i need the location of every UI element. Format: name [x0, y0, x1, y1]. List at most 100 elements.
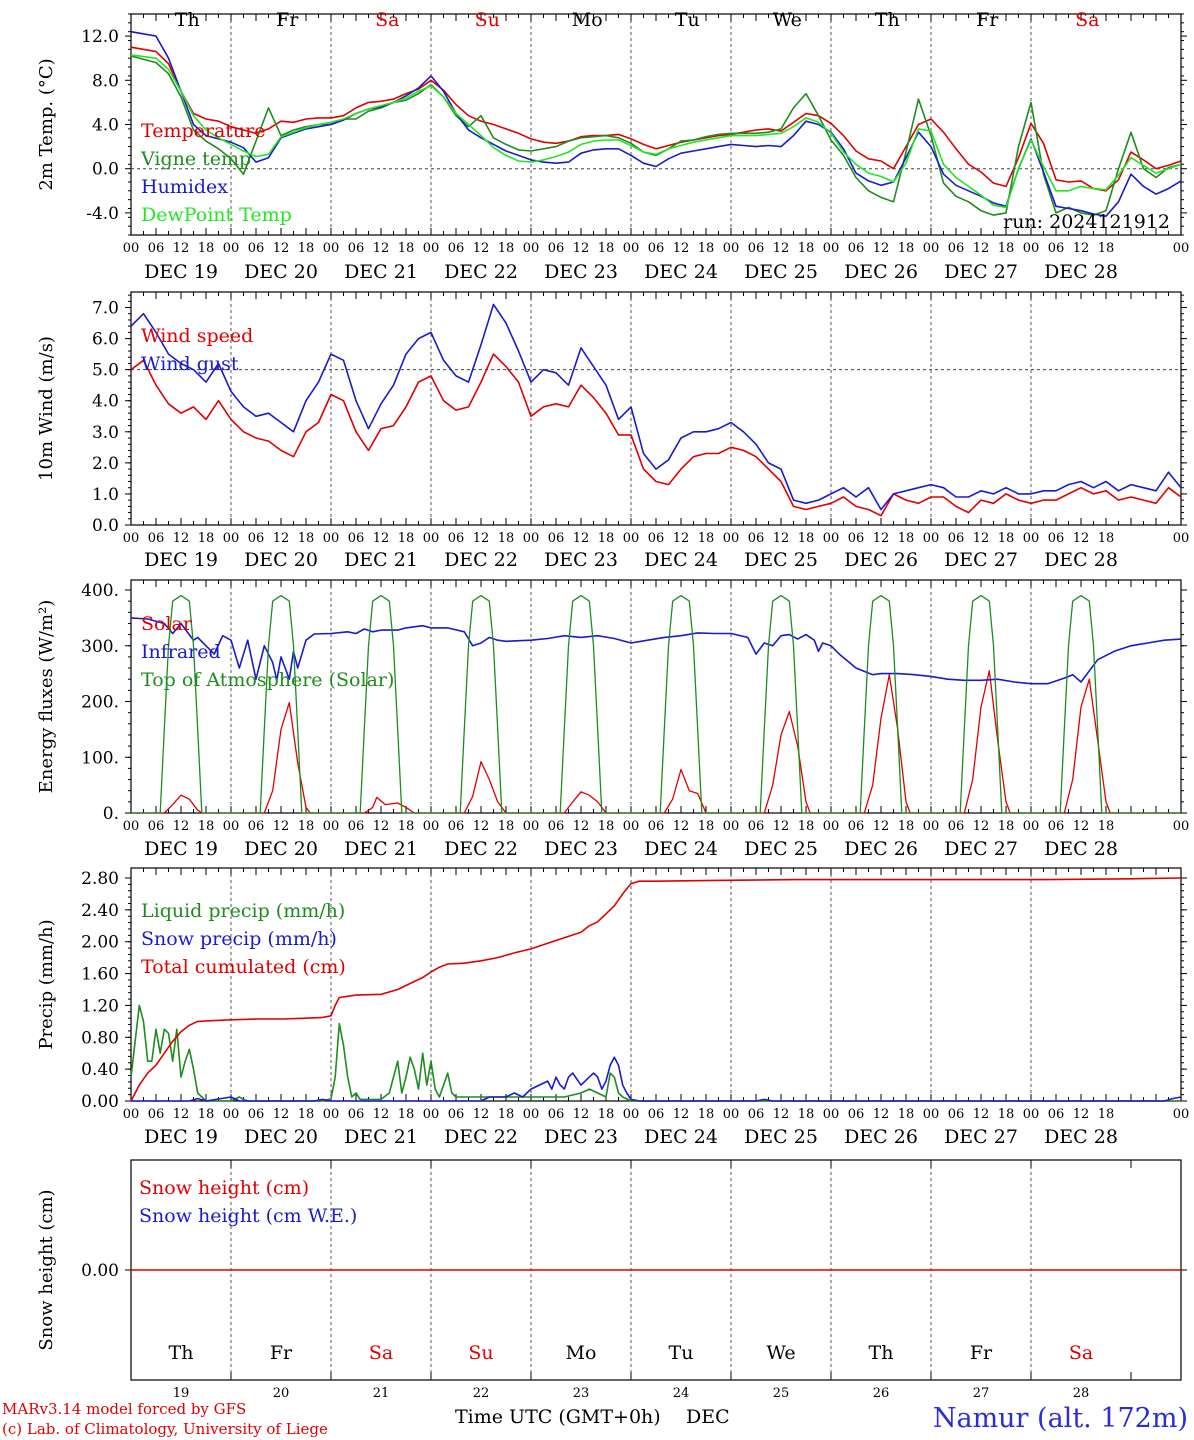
wind-hour-label: 12 [573, 531, 590, 546]
temp-hour-label: 00 [523, 241, 540, 256]
temp-date-label: DEC 22 [444, 261, 518, 283]
temp-ytick-label: 0.0 [92, 160, 119, 180]
wind-hour-label: 12 [873, 531, 890, 546]
temp-legend-1: Vigne temp [140, 148, 251, 170]
energy-hour-label: 06 [348, 819, 365, 834]
wind-ytick-label: 3.0 [92, 423, 119, 443]
temp-hour-label: 00 [1023, 241, 1040, 256]
wind-date-label: DEC 24 [644, 549, 718, 571]
temp-ylabel: 2m Temp. (°C) [36, 58, 57, 190]
day-number: 21 [373, 1386, 390, 1401]
wind-date-label: DEC 20 [244, 549, 318, 571]
energy-hour-label: 12 [973, 819, 990, 834]
precip-hour-label: 06 [348, 1107, 365, 1122]
wind-series-wind-speed [130, 353, 1182, 517]
precip-series-snow-precip-mm-h- [131, 1056, 1182, 1102]
snow-weekday-label: Su [468, 1342, 493, 1364]
energy-hour-label: 18 [698, 819, 715, 834]
temp-hour-label: 12 [1073, 241, 1090, 256]
wind-date-label: DEC 21 [344, 549, 418, 571]
energy-hour-label: 06 [1048, 819, 1065, 834]
temp-hour-label: 06 [448, 241, 465, 256]
day-number: 24 [673, 1386, 690, 1401]
energy-ytick-label: 100. [81, 748, 119, 768]
wind-hour-label: 18 [198, 531, 215, 546]
temp-hour-label: 12 [473, 241, 490, 256]
wind-legend-0: Wind speed [141, 325, 253, 347]
wind-ytick-label: 4.0 [92, 392, 119, 412]
energy-hour-label: 18 [298, 819, 315, 834]
wind-date-label: DEC 27 [944, 549, 1018, 571]
energy-legend-1: Infrared [141, 641, 221, 663]
temp-series-dewpoint-temp [130, 54, 1182, 209]
wind-ytick-label: 0.0 [92, 516, 119, 536]
precip-date-label: DEC 19 [144, 1126, 218, 1148]
wind-hour-label: 18 [498, 531, 515, 546]
energy-date-label: DEC 28 [1044, 838, 1118, 860]
energy-hour-label: 12 [773, 819, 790, 834]
wind-hour-label: 06 [748, 531, 765, 546]
precip-ytick-label: 2.40 [81, 901, 119, 921]
snow-panel [125, 1159, 1187, 1381]
x-axis-title: Time UTC (GMT+0h) [455, 1406, 661, 1428]
wind-hour-label: 12 [373, 531, 390, 546]
energy-legend-2: Top of Atmosphere (Solar) [141, 669, 394, 691]
temp-date-label: DEC 19 [144, 261, 218, 283]
wind-hour-label: 00 [923, 531, 940, 546]
wind-hour-label: 06 [948, 531, 965, 546]
wind-hour-label: 00 [323, 531, 340, 546]
precip-hour-label: 18 [598, 1107, 615, 1122]
precip-hour-label: 18 [1098, 1107, 1115, 1122]
temp-weekday-label: Tu [675, 9, 700, 31]
temp-hour-label: 12 [273, 241, 290, 256]
wind-hour-label: 12 [273, 531, 290, 546]
precip-hour-label: 12 [873, 1107, 890, 1122]
wind-date-label: DEC 19 [144, 549, 218, 571]
wind-frame [130, 291, 1182, 526]
precip-hour-label: 18 [998, 1107, 1015, 1122]
energy-date-label: DEC 21 [344, 838, 418, 860]
energy-hour-label: 12 [1073, 819, 1090, 834]
temp-hour-label: 00 [1173, 241, 1190, 256]
energy-hour-label: 06 [648, 819, 665, 834]
temp-series-humidex [130, 30, 1182, 217]
energy-date-label: DEC 25 [744, 838, 818, 860]
day-number: 25 [773, 1386, 790, 1401]
temp-hour-label: 06 [248, 241, 265, 256]
wind-ylabel: 10m Wind (m/s) [36, 336, 57, 481]
wind-hour-label: 06 [848, 531, 865, 546]
precip-hour-label: 06 [1048, 1107, 1065, 1122]
precip-hour-label: 00 [1023, 1107, 1040, 1122]
wind-hour-label: 00 [823, 531, 840, 546]
temp-hour-label: 12 [873, 241, 890, 256]
wind-hour-label: 06 [348, 531, 365, 546]
day-number: 23 [573, 1386, 590, 1401]
wind-hour-label: 06 [448, 531, 465, 546]
energy-ytick-label: 200. [81, 693, 119, 713]
temp-hour-label: 18 [898, 241, 915, 256]
temp-date-label: DEC 25 [744, 261, 818, 283]
precip-hour-label: 12 [1073, 1107, 1090, 1122]
temp-date-label: DEC 20 [244, 261, 318, 283]
precip-hour-label: 00 [823, 1107, 840, 1122]
energy-date-label: DEC 26 [844, 838, 918, 860]
temp-hour-label: 00 [123, 241, 140, 256]
model-credit: MARv3.14 model forced by GFS [2, 1400, 246, 1418]
precip-legend-1: Snow precip (mm/h) [141, 928, 337, 950]
energy-date-label: DEC 24 [644, 838, 718, 860]
precip-ytick-label: 2.00 [81, 933, 119, 953]
wind-series-wind-gust [130, 303, 1182, 511]
energy-date-label: DEC 19 [144, 838, 218, 860]
temp-weekday-label: Fr [276, 9, 299, 31]
energy-hour-label: 18 [498, 819, 515, 834]
day-number: 26 [873, 1386, 890, 1401]
temp-hour-label: 00 [223, 241, 240, 256]
temp-legend-3: DewPoint Temp [141, 204, 292, 226]
x-axis-month: DEC [686, 1406, 730, 1428]
temp-hour-label: 12 [673, 241, 690, 256]
energy-date-label: DEC 23 [544, 838, 618, 860]
temp-hour-label: 06 [648, 241, 665, 256]
wind-hour-label: 18 [598, 531, 615, 546]
energy-hour-label: 18 [998, 819, 1015, 834]
precip-hour-label: 00 [623, 1107, 640, 1122]
